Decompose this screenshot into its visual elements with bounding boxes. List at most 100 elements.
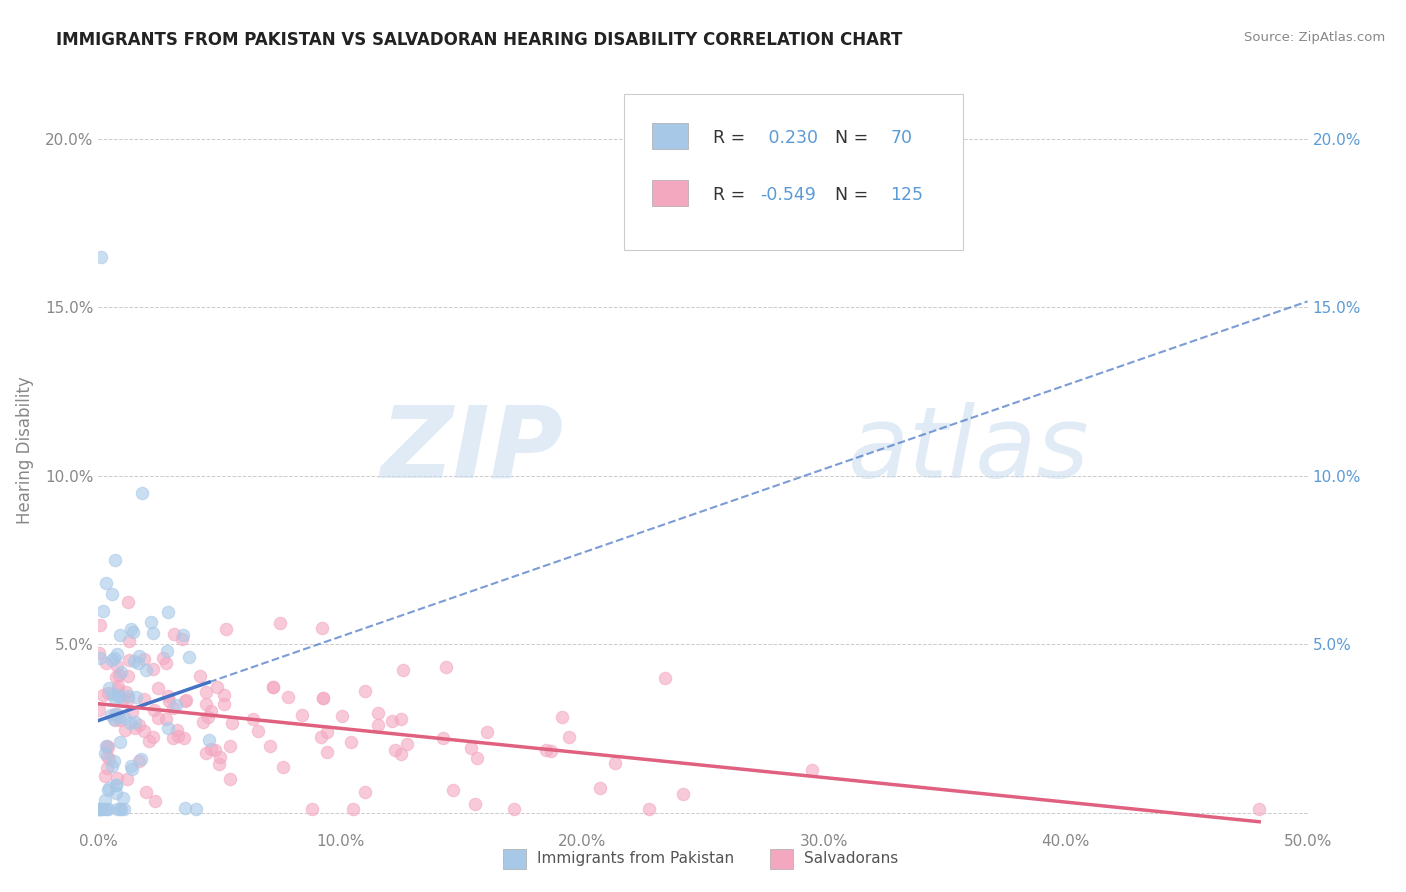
Text: R =: R = — [713, 129, 751, 147]
Point — [148, 681, 170, 695]
Point — [165, 698, 187, 713]
Point — [135, 785, 157, 799]
Point — [188, 669, 211, 683]
Point — [112, 791, 135, 805]
Point — [540, 744, 562, 758]
Point — [218, 772, 240, 786]
Text: Salvadorans: Salvadorans — [804, 852, 898, 866]
Point — [110, 665, 132, 679]
Point — [141, 615, 163, 629]
Point — [558, 730, 581, 744]
Point — [124, 721, 146, 735]
Point — [194, 698, 217, 712]
Point — [96, 739, 118, 753]
Point — [117, 689, 139, 703]
Point — [107, 690, 129, 704]
Point — [128, 718, 150, 732]
Point — [163, 627, 186, 641]
Point — [367, 718, 389, 732]
Point — [259, 739, 281, 753]
Point — [142, 662, 165, 676]
Text: 70: 70 — [890, 129, 912, 147]
Point — [195, 684, 218, 698]
Point — [464, 797, 486, 811]
Text: atlas: atlas — [848, 402, 1090, 499]
Point — [389, 747, 412, 761]
Point — [90, 802, 112, 816]
Point — [87, 802, 110, 816]
Point — [120, 759, 142, 773]
Point — [176, 693, 198, 707]
Point — [115, 772, 138, 787]
Point — [118, 653, 141, 667]
Point — [312, 691, 335, 706]
Point — [156, 689, 179, 703]
Point — [316, 725, 339, 739]
Point — [262, 680, 284, 694]
Point — [170, 632, 193, 646]
Point — [104, 553, 127, 567]
Point — [291, 708, 314, 723]
Point — [159, 694, 181, 708]
Point — [309, 730, 332, 744]
Point — [96, 761, 118, 775]
Point — [477, 725, 499, 739]
Point — [221, 716, 243, 731]
Point — [105, 786, 128, 800]
Point — [104, 707, 127, 722]
Point — [124, 714, 146, 729]
Point — [200, 704, 222, 718]
Point — [107, 710, 129, 724]
Point — [550, 710, 572, 724]
Point — [103, 691, 125, 706]
Bar — [503, 849, 526, 869]
Point — [342, 802, 364, 816]
Point — [672, 787, 695, 801]
Point — [89, 802, 111, 816]
Point — [101, 652, 124, 666]
Point — [354, 683, 377, 698]
Point — [128, 648, 150, 663]
Point — [138, 734, 160, 748]
Point — [142, 625, 165, 640]
Point — [184, 802, 207, 816]
Point — [114, 723, 136, 737]
Point — [121, 762, 143, 776]
Text: 0.230: 0.230 — [763, 129, 818, 147]
Text: IMMIGRANTS FROM PAKISTAN VS SALVADORAN HEARING DISABILITY CORRELATION CHART: IMMIGRANTS FROM PAKISTAN VS SALVADORAN H… — [56, 31, 903, 49]
Point — [96, 802, 118, 816]
Point — [605, 756, 627, 770]
Point — [114, 711, 136, 725]
Text: -0.549: -0.549 — [759, 186, 815, 204]
Point — [93, 802, 115, 816]
Point — [89, 802, 111, 816]
Point — [108, 628, 131, 642]
Point — [262, 680, 284, 694]
Point — [94, 656, 117, 670]
Point — [148, 711, 170, 725]
Point — [207, 757, 229, 772]
Text: Immigrants from Pakistan: Immigrants from Pakistan — [537, 852, 734, 866]
Point — [534, 743, 557, 757]
Point — [97, 752, 120, 766]
Point — [215, 623, 238, 637]
Point — [143, 703, 166, 717]
Point — [330, 709, 353, 723]
Point — [91, 604, 114, 618]
Point — [97, 782, 120, 797]
Point — [434, 659, 457, 673]
Point — [155, 712, 177, 726]
Point — [162, 731, 184, 745]
Point — [107, 682, 129, 697]
Point — [89, 703, 111, 717]
Point — [117, 691, 139, 706]
Point — [502, 802, 524, 816]
Point — [129, 752, 152, 766]
Point — [166, 729, 188, 743]
Point — [166, 723, 188, 737]
Point — [125, 690, 148, 705]
Point — [392, 663, 415, 677]
Point — [155, 656, 177, 670]
Point — [91, 688, 114, 702]
Point — [242, 712, 264, 726]
